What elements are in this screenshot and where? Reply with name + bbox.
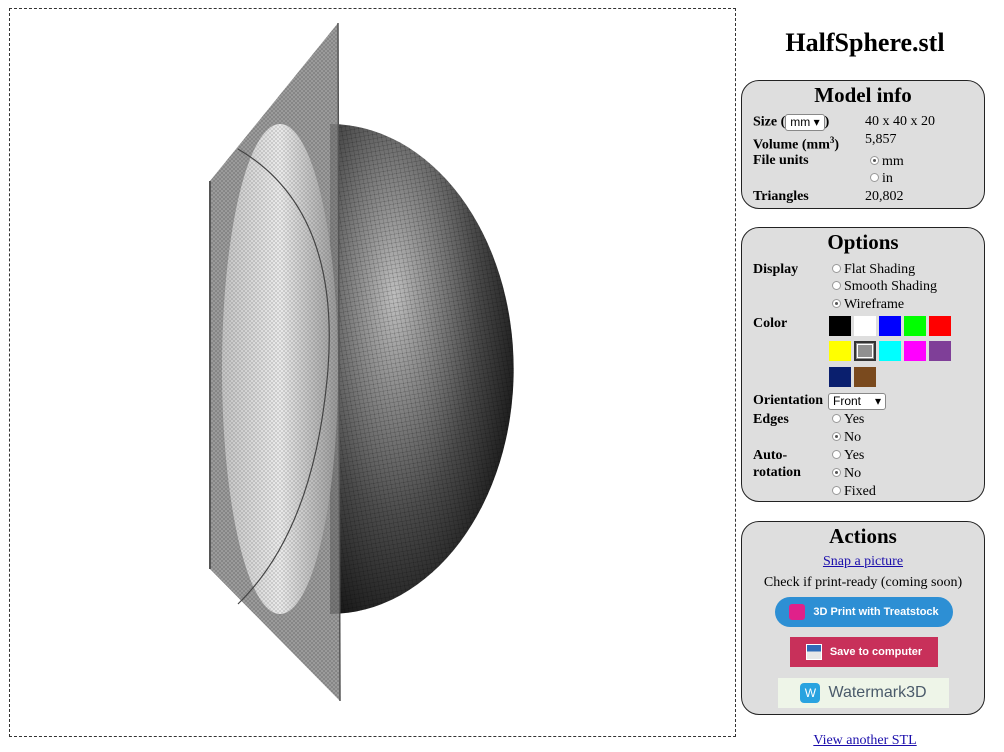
radio-icon <box>832 450 841 460</box>
model-info-panel: Model info Size (mm ▾) 40 x 40 x 20 Volu… <box>741 80 985 209</box>
edges-yes-radio[interactable]: Yes <box>832 412 864 428</box>
unit-in-radio[interactable]: in <box>870 171 893 187</box>
display-smooth-label: Smooth Shading <box>844 279 937 294</box>
color-swatch-gray-selected[interactable] <box>854 341 876 361</box>
orientation-label: Orientation <box>753 393 823 408</box>
display-smooth-radio[interactable]: Smooth Shading <box>832 279 937 295</box>
volume-label-text: Volume (mm <box>753 137 830 153</box>
radio-icon <box>832 299 841 309</box>
options-heading: Options <box>827 230 899 254</box>
autorotation-label-line2: rotation <box>753 465 801 480</box>
volume-label-close: ) <box>834 137 840 153</box>
radio-icon <box>832 414 841 424</box>
color-swatch-blue[interactable] <box>879 316 901 336</box>
color-swatch-white[interactable] <box>854 316 876 336</box>
autorotation-label-line1: Auto- <box>753 448 788 463</box>
actions-heading: Actions <box>829 524 897 548</box>
chevron-down-icon: ▾ <box>874 394 881 408</box>
watermark3d-label: Watermark3D <box>828 684 927 701</box>
color-swatch-green[interactable] <box>904 316 926 336</box>
autorotation-yes-label: Yes <box>844 448 865 463</box>
triangles-label: Triangles <box>753 189 809 204</box>
display-wire-label: Wireframe <box>844 297 905 312</box>
actions-panel: Actions Snap a picture Check if print-re… <box>741 521 985 715</box>
autorotation-fixed-radio[interactable]: Fixed <box>832 484 876 500</box>
edges-label: Edges <box>753 412 789 427</box>
radio-icon <box>832 281 841 291</box>
edges-yes-label: Yes <box>844 412 865 427</box>
size-unit-value: mm <box>790 115 811 129</box>
display-flat-radio[interactable]: Flat Shading <box>832 262 915 278</box>
save-to-computer-label: Save to computer <box>829 646 923 658</box>
print-treatstock-button[interactable]: 3D Print with Treatstock <box>775 597 953 627</box>
model-info-heading: Model info <box>814 83 912 107</box>
display-wire-radio[interactable]: Wireframe <box>832 297 904 313</box>
edges-no-radio[interactable]: No <box>832 430 861 446</box>
radio-icon <box>832 432 841 442</box>
floppy-disk-icon <box>805 644 822 660</box>
color-swatch-yellow[interactable] <box>829 341 851 361</box>
radio-icon <box>870 173 879 183</box>
unit-in-label: in <box>882 171 893 186</box>
volume-unit-sup: 3 <box>829 135 835 145</box>
autorotation-fixed-label: Fixed <box>844 484 876 499</box>
treatstock-logo-icon <box>789 604 806 620</box>
display-label: Display <box>753 262 799 277</box>
radio-icon <box>832 486 841 496</box>
size-label-close: ) <box>824 114 830 130</box>
autorotation-yes-radio[interactable]: Yes <box>832 448 864 464</box>
file-units-label: File units <box>753 153 809 168</box>
autorotation-no-radio[interactable]: No <box>832 466 861 482</box>
size-unit-select[interactable]: mm ▾ <box>785 114 825 131</box>
color-swatch-brown[interactable] <box>854 367 876 387</box>
3d-viewer-canvas[interactable] <box>9 8 736 737</box>
volume-value: 5,857 <box>865 132 897 147</box>
radio-icon <box>832 468 841 478</box>
halfsphere-wireframe-render <box>209 22 514 702</box>
color-swatch-cyan[interactable] <box>879 341 901 361</box>
display-flat-label: Flat Shading <box>844 262 916 277</box>
color-swatch-purple[interactable] <box>929 341 951 361</box>
radio-icon <box>832 264 841 274</box>
size-row: Size (mm ▾) <box>753 114 829 131</box>
orientation-select[interactable]: Front ▾ <box>828 393 886 410</box>
watermark3d-button[interactable]: W Watermark3D <box>778 678 949 708</box>
triangles-value: 20,802 <box>865 189 904 204</box>
radio-icon <box>870 156 879 166</box>
print-ready-check-text: Check if print-ready (coming soon) <box>763 575 963 590</box>
color-swatch-magenta[interactable] <box>904 341 926 361</box>
color-swatch-navy[interactable] <box>829 367 851 387</box>
size-label: Size ( <box>753 114 786 130</box>
unit-mm-label: mm <box>882 154 904 169</box>
unit-mm-radio[interactable]: mm <box>870 154 904 170</box>
color-swatch-black[interactable] <box>829 316 851 336</box>
page-title: HalfSphere.stl <box>785 28 945 57</box>
volume-label: Volume (mm3) <box>753 135 839 154</box>
snap-picture-link[interactable]: Snap a picture <box>822 554 904 569</box>
print-treatstock-label: 3D Print with Treatstock <box>813 606 939 618</box>
autorotation-no-label: No <box>844 466 862 481</box>
watermark3d-logo-icon: W <box>800 683 821 703</box>
edges-no-label: No <box>844 430 862 445</box>
size-value: 40 x 40 x 20 <box>865 114 935 129</box>
color-swatch-red[interactable] <box>929 316 951 336</box>
color-label: Color <box>753 316 788 331</box>
save-to-computer-button[interactable]: Save to computer <box>790 637 938 667</box>
orientation-value: Front <box>833 394 862 408</box>
view-another-stl-link[interactable]: View another STL <box>813 733 917 748</box>
options-panel: Options Display Flat Shading Smooth Shad… <box>741 227 985 502</box>
